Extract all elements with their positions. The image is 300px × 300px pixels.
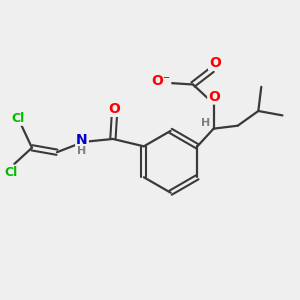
Text: O: O: [109, 102, 120, 116]
Text: H: H: [77, 146, 87, 156]
Text: O⁻: O⁻: [151, 74, 170, 88]
Text: O: O: [209, 56, 221, 70]
Text: Cl: Cl: [5, 166, 18, 179]
Text: H: H: [201, 118, 210, 128]
Text: O: O: [208, 90, 220, 104]
Text: N: N: [76, 133, 88, 147]
Text: Cl: Cl: [11, 112, 25, 125]
